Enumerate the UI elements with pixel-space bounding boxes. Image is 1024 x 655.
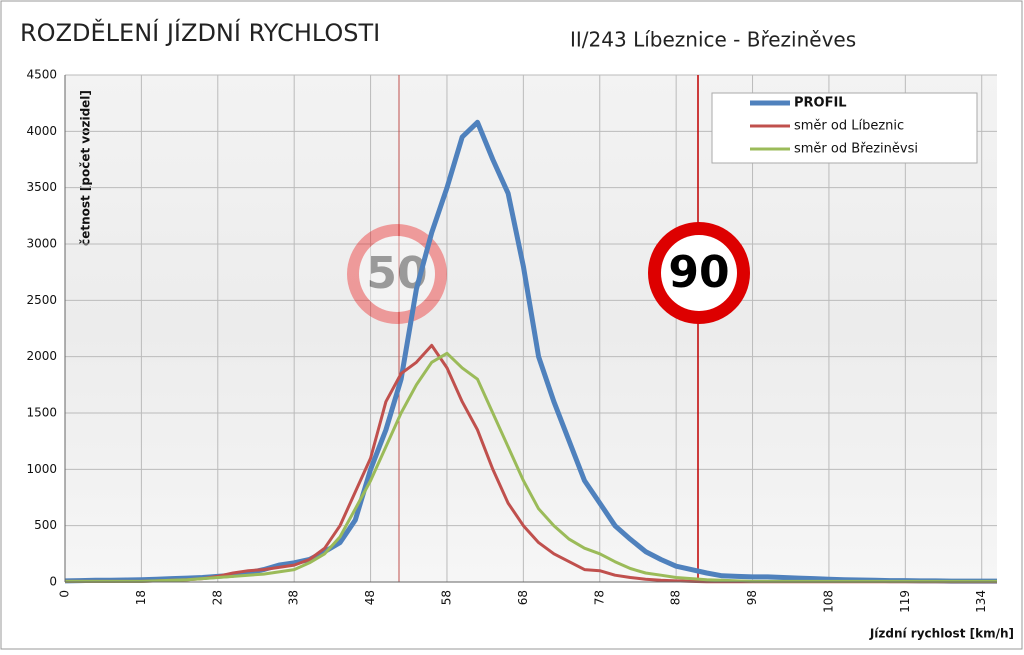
x-tick-label: 78 xyxy=(592,590,606,605)
sign-face xyxy=(661,235,737,311)
x-tick-label: 38 xyxy=(287,590,301,605)
y-tick-label: 2000 xyxy=(26,349,57,363)
y-tick-label: 1000 xyxy=(26,462,57,476)
y-axis-label: četnost [počet vozidel] xyxy=(79,90,93,246)
x-tick-label: 98 xyxy=(745,590,759,605)
chart-title: ROZDĚLENÍ JÍZDNÍ RYCHLOSTI xyxy=(20,18,380,47)
y-tick-label: 4500 xyxy=(26,68,57,82)
sign-90: 90 xyxy=(648,222,750,324)
y-tick-label: 3500 xyxy=(26,180,57,194)
x-tick-label: 18 xyxy=(134,590,148,605)
x-tick-label: 88 xyxy=(669,590,683,605)
legend-label: směr od Líbeznic xyxy=(794,119,904,134)
series-line xyxy=(65,351,997,583)
legend-label: PROFIL xyxy=(794,96,847,111)
sign-50: 50 xyxy=(347,224,447,324)
x-tick-label: 134 xyxy=(974,590,988,613)
x-tick-label: 48 xyxy=(363,590,377,605)
y-tick-label: 4000 xyxy=(26,124,57,138)
x-tick-label: 58 xyxy=(439,590,453,605)
x-axis-label: Jízdní rychlost [km/h] xyxy=(869,627,1014,641)
sign-text: 90 xyxy=(668,247,729,298)
x-tick-label: 108 xyxy=(821,590,835,613)
sign-ring xyxy=(347,224,447,324)
x-tick-label: 68 xyxy=(516,590,530,605)
x-tick-label: 0 xyxy=(58,590,72,598)
x-tick-label: 119 xyxy=(898,590,912,613)
x-tick-label: 28 xyxy=(210,590,224,605)
y-tick-label: 3000 xyxy=(26,237,57,251)
y-tick-label: 0 xyxy=(49,575,57,589)
chart-subtitle: II/243 Líbeznice - Březiněves xyxy=(570,28,856,52)
y-tick-label: 1500 xyxy=(26,406,57,420)
legend-label: směr od Březiněvsi xyxy=(794,142,918,157)
y-tick-label: 2500 xyxy=(26,293,57,307)
legend: PROFIL směr od Líbeznic směr od Březiněvsi xyxy=(711,92,978,164)
y-tick-label: 500 xyxy=(34,518,57,532)
